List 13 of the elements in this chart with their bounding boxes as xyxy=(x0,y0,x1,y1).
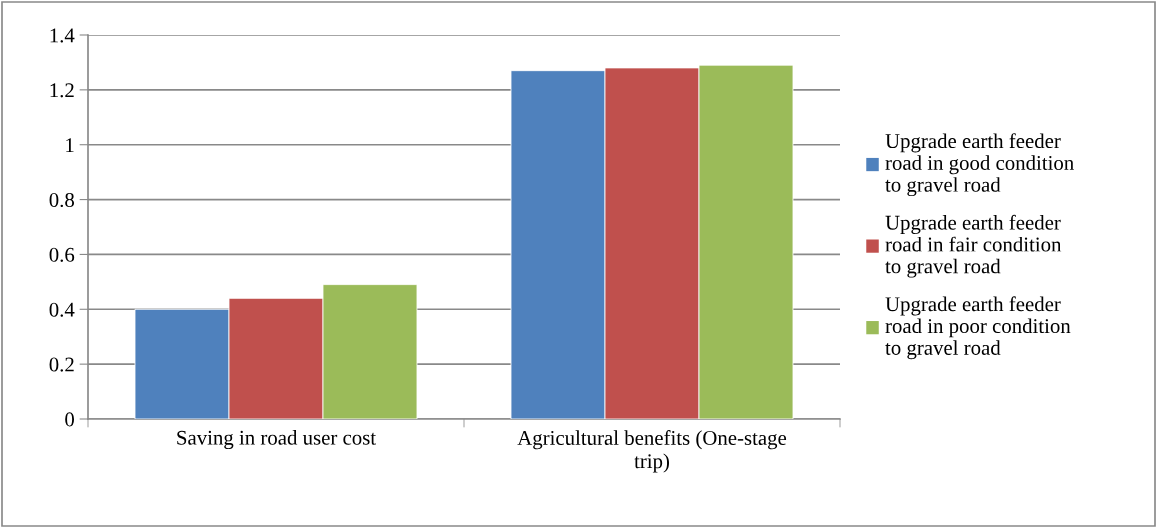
legend-label: Upgrade earth feeder road in good condition to gravel road xyxy=(885,133,1074,197)
y-tick-label: 1.2 xyxy=(50,83,74,98)
y-tick-label: 1 xyxy=(66,138,74,152)
x-tick-label: Saving in road user cost xyxy=(177,430,376,450)
y-tick-label: 0 xyxy=(65,412,75,427)
y-tick-label: 0.4 xyxy=(49,302,75,317)
legend-label: Upgrade earth feeder road in fair condition to gravel road xyxy=(885,214,1062,278)
y-tick-label: 0.2 xyxy=(49,357,74,372)
legend-label: Upgrade earth feeder road in poor condition to gravel road xyxy=(885,296,1071,360)
y-tick-label: 0.6 xyxy=(49,247,75,262)
x-tick-label: Agricultural benefits (One-stage trip) xyxy=(517,430,787,473)
y-tick-label: 0.8 xyxy=(49,192,75,208)
y-tick-label: 1.4 xyxy=(50,28,75,43)
